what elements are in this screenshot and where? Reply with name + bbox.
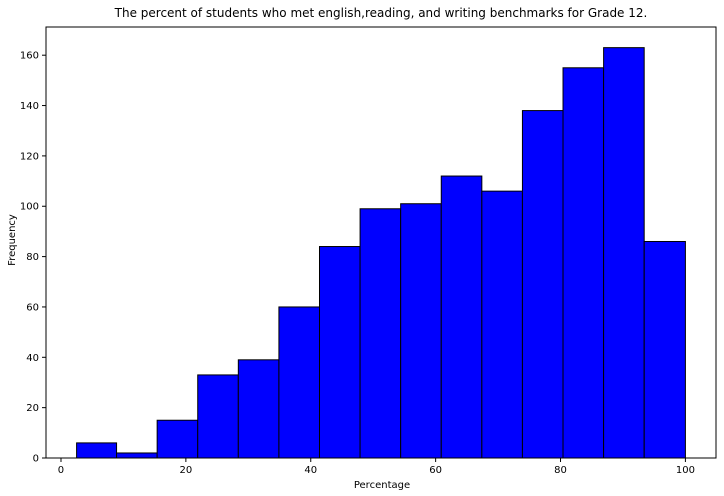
histogram-bar (643, 240, 686, 459)
histogram-bar (400, 203, 442, 459)
histogram-bar (359, 208, 402, 459)
plot-frame (45, 26, 717, 459)
y-tick-label: 80 (26, 252, 39, 263)
bars-layer (76, 47, 686, 459)
histogram-bar (603, 47, 645, 459)
histogram-bar (116, 452, 158, 459)
x-tick-label: 60 (429, 465, 442, 476)
x-tick-label: 100 (676, 465, 695, 476)
axes-layer (45, 26, 717, 459)
x-tick-label: 40 (304, 465, 317, 476)
x-tick-label: 0 (58, 465, 64, 476)
x-tick-label: 20 (180, 465, 193, 476)
y-tick-label: 100 (20, 202, 39, 213)
y-tick-label: 160 (20, 51, 39, 62)
histogram-bar (197, 374, 239, 459)
histogram-bar (278, 306, 320, 459)
histogram-bar (318, 246, 361, 459)
histogram-bar (440, 175, 483, 459)
y-tick-label: 0 (33, 454, 39, 465)
chart-title: The percent of students who met english,… (114, 6, 648, 20)
y-tick-label: 140 (20, 101, 39, 112)
histogram-bar (562, 67, 605, 459)
histogram-bar (481, 190, 523, 459)
y-axis-title: Frequency (7, 214, 18, 266)
y-tick-label: 40 (26, 353, 39, 364)
histogram-bar (76, 442, 118, 459)
y-tick-label: 20 (26, 403, 39, 414)
x-tick-label: 80 (554, 465, 567, 476)
histogram-bar (521, 110, 564, 459)
histogram-bar (156, 419, 199, 459)
x-axis-title: Percentage (354, 480, 410, 491)
y-tick-label: 60 (26, 302, 39, 313)
ticks-layer: 0 20 40 60 80 100 0 20 40 60 80 100 120 140 160 (20, 51, 695, 476)
histogram-bar (237, 359, 280, 459)
y-tick-label: 120 (20, 151, 39, 162)
